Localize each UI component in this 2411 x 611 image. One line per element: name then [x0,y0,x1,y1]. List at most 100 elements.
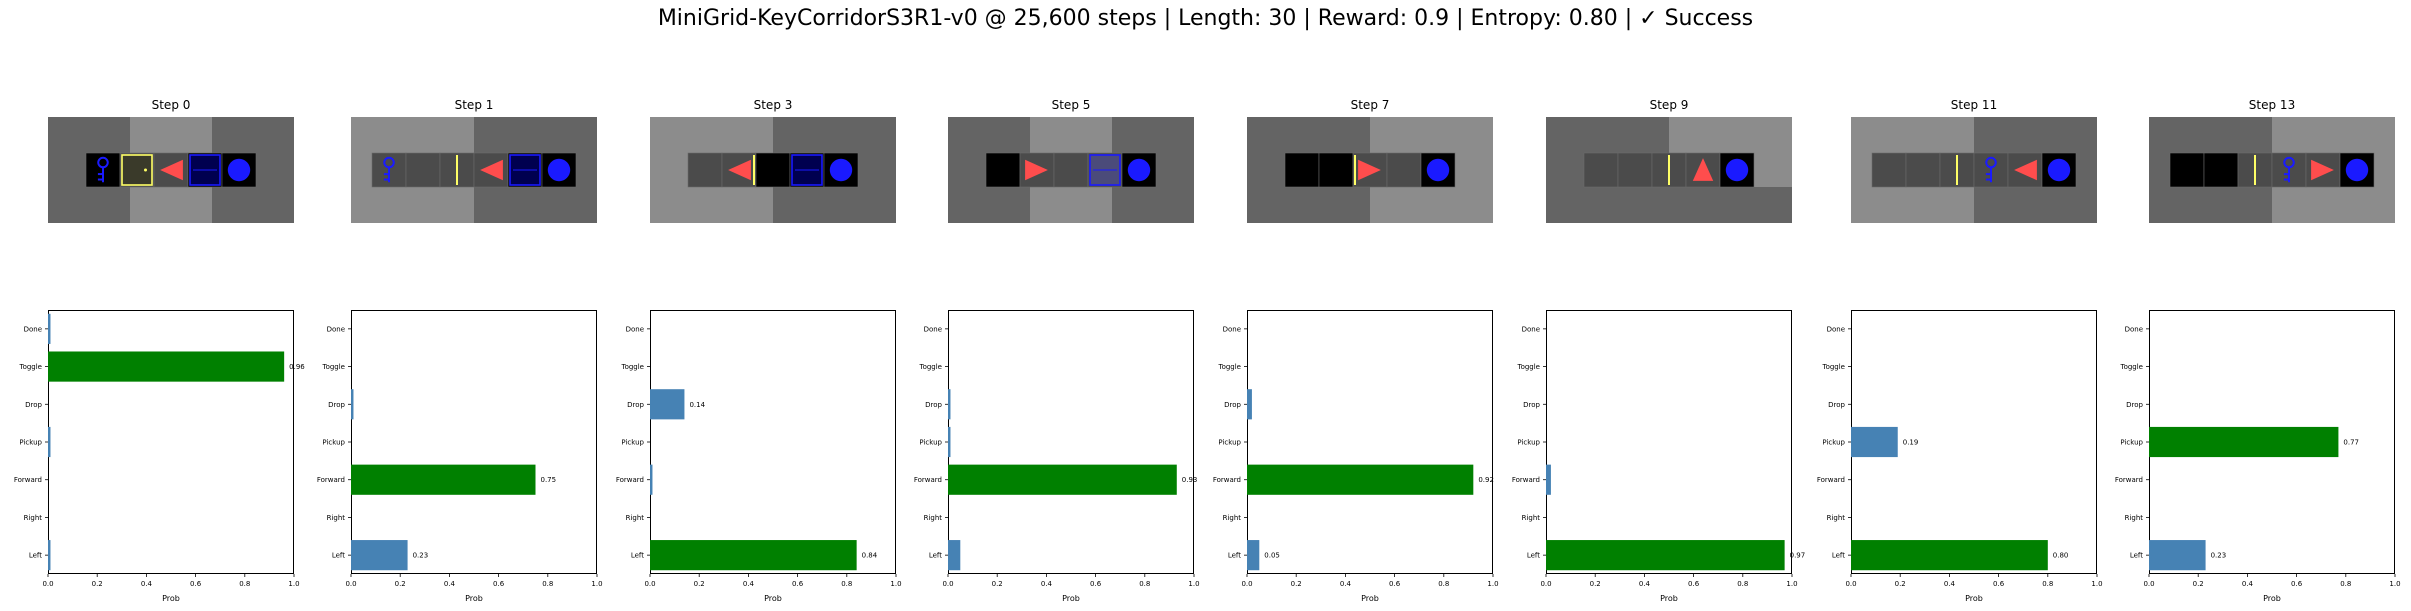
bar-drop [948,389,951,420]
ytick-label-left: Left [29,552,42,560]
bar-forward [948,464,1177,495]
env-frame-image [351,117,597,223]
xaxis-label: Prob [162,594,180,603]
ytick-label-forward: Forward [1213,476,1241,484]
yellow-line-cell [2237,152,2273,188]
xtick-label: 1.0 [2389,580,2400,588]
grey-cell [1905,152,1941,188]
ytick-label-done: Done [1522,325,1540,333]
ytick-label-right: Right [1827,514,1846,522]
blue-ball-cell [541,152,577,188]
key-icon [2283,156,2295,183]
ball-icon [227,158,251,182]
step-title: Step 9 [1649,98,1689,112]
blue-door-light-cell [1087,152,1123,188]
blue-door-cell [789,152,825,188]
bar-drop [351,389,354,420]
grey-cell [1053,152,1089,188]
blue-ball-cell [2339,152,2375,188]
bar-pickup [1851,426,1898,458]
yellow-line-cell [1939,152,1975,188]
xtick-label: 0.4 [1639,580,1651,588]
ball-icon [1725,158,1749,182]
value-label-forward: 0.75 [541,476,557,484]
xtick-label: 0.0 [1845,580,1856,588]
bar-forward [351,464,536,495]
ytick-label-left: Left [1527,552,1540,560]
ytick-label-toggle: Toggle [1217,363,1241,371]
env-frame-image [948,117,1194,223]
env-frame-image [1546,117,1792,223]
xtick-label: 0.0 [1241,580,1252,588]
grey-cell [687,152,723,188]
blue-ball-cell [1719,152,1755,188]
xtick-label: 0.0 [345,580,356,588]
bar-pickup [948,426,951,458]
ytick-label-pickup: Pickup [1822,439,1845,447]
axes-frame [650,310,896,574]
bar-forward [650,464,653,495]
ytick-label-right: Right [924,514,943,522]
bar-left [948,540,961,571]
xtick-label: 0.6 [1389,580,1401,588]
ytick-label-forward: Forward [317,476,345,484]
agent-left-yellow-cell [721,152,757,188]
bar-left [351,540,408,571]
xtick-label: 0.8 [2042,580,2053,588]
xtick-label: 0.6 [1090,580,1102,588]
locked-door-icon [121,154,153,186]
blue-ball-cell [2041,152,2077,188]
action-prob-chart: Left 0.80 Right Forward Pickup 0.19 Drop Toggle… [1817,310,2103,603]
xtick-label: 0.6 [493,580,505,588]
ytick-label-forward: Forward [914,476,942,484]
door-outline-yellow-cell [119,152,155,188]
bar-left [1247,540,1260,571]
action-prob-chart: Left Right Forward 0.93 Pickup Drop Toggle Done… [914,310,1200,603]
xtick-label: 0.2 [1291,580,1302,588]
agent-right-cell [1019,152,1055,188]
ytick-label-done: Done [2125,325,2143,333]
value-label-left: 0.23 [2211,552,2227,560]
value-label-left: 0.05 [1264,552,1280,560]
value-label-left: 0.23 [413,552,429,560]
key-icon [97,156,109,183]
ytick-label-pickup: Pickup [2120,439,2143,447]
ytick-label-done: Done [924,325,942,333]
xaxis-label: Prob [1660,594,1678,603]
ytick-label-right: Right [24,514,43,522]
xtick-label: 0.4 [444,580,456,588]
xtick-label: 0.2 [1895,580,1906,588]
ytick-label-left: Left [332,552,345,560]
key-icon [383,156,395,183]
ytick-label-toggle: Toggle [18,363,42,371]
xtick-label: 0.6 [792,580,804,588]
xtick-label: 0.4 [1041,580,1053,588]
ytick-label-left: Left [631,552,644,560]
bar-drop [650,389,685,420]
step-title: Step 11 [1950,98,1998,112]
ytick-label-drop: Drop [328,401,345,409]
bar-left [1851,540,2048,571]
xtick-label: 0.8 [2340,580,2351,588]
ytick-label-left: Left [1228,552,1241,560]
xtick-label: 0.8 [239,580,250,588]
value-label-toggle: 0.96 [289,363,305,371]
blue-ball-cell [221,152,257,188]
step-title: Step 1 [454,98,494,112]
xtick-label: 0.2 [2193,580,2204,588]
ytick-label-done: Done [626,325,644,333]
xtick-label: 0.6 [2291,580,2303,588]
yellow-line-cell [1651,152,1687,188]
key-icon [1985,156,1997,183]
ytick-label-right: Right [1522,514,1541,522]
step-title: Step 5 [1051,98,1091,112]
ytick-label-drop: Drop [627,401,644,409]
ytick-label-forward: Forward [2115,476,2143,484]
ytick-label-pickup: Pickup [1218,439,1241,447]
ball-icon [547,158,571,182]
yellow-line-cell [439,152,475,188]
ytick-label-done: Done [1223,325,1241,333]
xtick-label: 0.4 [2242,580,2254,588]
grey-cell [1583,152,1619,188]
value-label-pickup: 0.77 [2343,439,2359,447]
